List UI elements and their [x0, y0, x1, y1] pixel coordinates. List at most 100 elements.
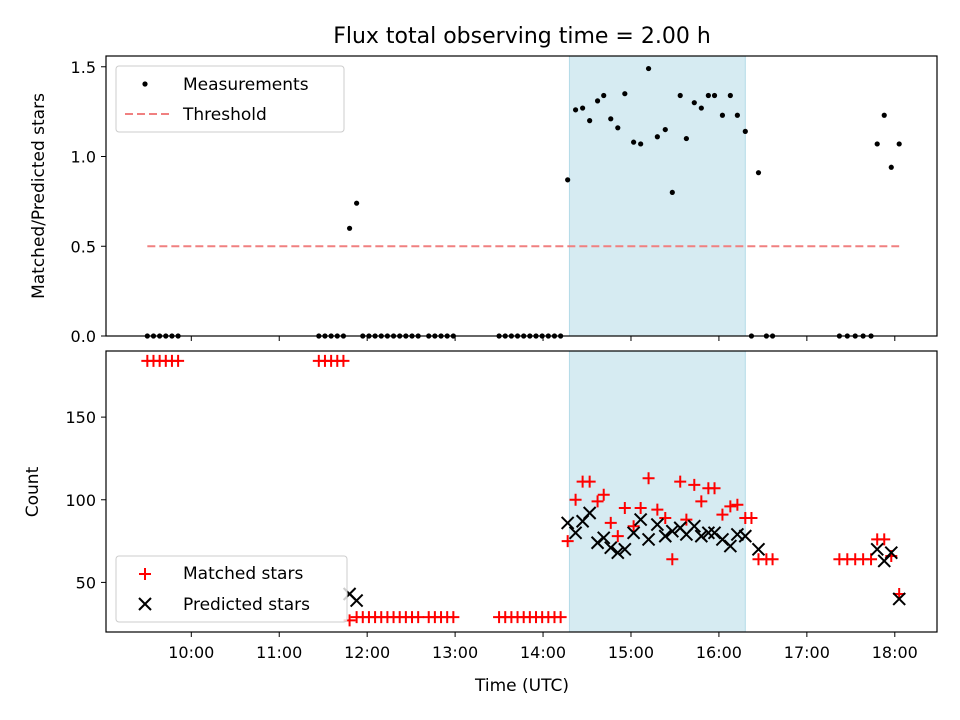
measurement-point [677, 92, 683, 99]
top-panel: 0.0 0.5 1.0 1.5 Matched/Predicted stars Mea… [29, 55, 938, 346]
matched-star-point [666, 553, 679, 566]
bottom-y-ticks: 50 100 150 [65, 408, 106, 592]
bottom-y-tick-label: 150 [65, 408, 96, 427]
matched-star-point [597, 488, 610, 501]
x-axis-label: Time (UTC) [474, 676, 569, 696]
matched-star-point [412, 611, 425, 624]
bottom-legend: Matched stars Predicted stars [115, 555, 348, 623]
predicted-star-point [751, 542, 766, 557]
x-tick-label: 18:00 [872, 643, 918, 662]
matched-star-point [651, 503, 664, 516]
matched-star-point [172, 354, 185, 367]
predicted-star-point [626, 526, 641, 540]
x-tick-label: 14:00 [520, 643, 566, 662]
predicted-star-point [701, 526, 716, 540]
matched-star-point [724, 500, 737, 513]
top-y-axis-label: Matched/Predicted stars [29, 93, 49, 299]
predicted-star-point [723, 539, 738, 553]
legend-matched-label: Matched stars [183, 564, 303, 584]
measurement-point [354, 200, 360, 206]
top-axes-frame [105, 55, 938, 337]
matched-star-point [337, 354, 350, 367]
measurement-point [346, 225, 353, 231]
matched-star-point [716, 508, 729, 521]
top-y-ticks: 0.0 0.5 1.0 1.5 [71, 58, 106, 346]
predicted-star-point [349, 593, 364, 608]
top-x-ticks [190, 336, 896, 341]
legend-threshold-label: Threshold [182, 105, 267, 125]
top-y-tick-label: 0.5 [71, 237, 96, 256]
predicted-star-point [730, 527, 745, 542]
chart-title: Flux total observing time = 2.00 h [333, 24, 711, 49]
measurement-point [572, 107, 579, 113]
bottom-legend-frame [115, 555, 348, 623]
predicted-star-point [687, 519, 702, 533]
measurement-point [888, 164, 894, 170]
predicted-star-point [665, 524, 680, 538]
matched-star-point [766, 553, 779, 566]
measurement-point [719, 112, 726, 118]
matched-star-point [674, 475, 687, 488]
matched-star-point [688, 478, 701, 491]
predicted-star-point [604, 540, 618, 555]
matched-star-point [708, 482, 721, 495]
predicted-star-point [568, 526, 583, 540]
legend-measurements-label: Measurements [183, 75, 309, 95]
predicted-star-point [582, 506, 597, 520]
matched-star-point [659, 511, 672, 524]
matched-stars-series [141, 354, 906, 627]
measurement-point [755, 170, 762, 176]
measurement-point [711, 92, 718, 99]
measurement-point [669, 189, 675, 196]
measurement-point [587, 118, 593, 124]
measurement-point [580, 105, 586, 111]
measurement-point [622, 91, 628, 97]
legend-measurements-marker [142, 81, 148, 87]
x-tick-label: 12:00 [344, 643, 390, 662]
top-shaded-region [568, 55, 746, 337]
predicted-star-point [650, 517, 665, 532]
matched-star-point [627, 520, 640, 533]
x-tick-label: 16:00 [696, 643, 742, 662]
matched-star-point [695, 495, 708, 508]
predicted-star-point [560, 516, 575, 530]
predicted-star-point [641, 532, 656, 547]
measurement-point [742, 128, 748, 134]
measurement-point [691, 100, 697, 106]
measurement-point [608, 116, 614, 122]
matched-star-point [611, 530, 624, 543]
measurement-point [881, 112, 887, 118]
matched-star-point [554, 611, 567, 624]
measurement-point [601, 92, 607, 99]
measurement-point [734, 112, 740, 118]
legend-predicted-marker [138, 597, 152, 611]
x-tick-label: 15:00 [608, 643, 654, 662]
bottom-y-axis-label: Count [23, 466, 43, 517]
predicted-star-point [738, 529, 753, 543]
matched-star-point [680, 513, 693, 526]
predicted-star-point [694, 529, 709, 543]
matched-star-point [618, 502, 631, 515]
measurement-point [631, 139, 637, 145]
measurement-point [874, 141, 880, 147]
measurement-point [654, 134, 660, 140]
x-tick-label: 11:00 [256, 643, 302, 662]
top-y-tick-label: 1.5 [71, 58, 96, 77]
bottom-x-ticks: 10:00 11:00 12:00 13:00 14:00 15:00 16:00 17:00… [168, 632, 918, 662]
matched-star-point [569, 493, 582, 506]
measurement-point [727, 92, 733, 99]
bottom-shaded-region [568, 350, 746, 633]
measurement-point [638, 141, 644, 147]
predicted-star-point [892, 592, 906, 606]
predicted-stars-series [342, 506, 906, 608]
matched-star-point [642, 472, 655, 485]
bottom-y-tick-label: 100 [65, 491, 96, 510]
measurement-point [705, 92, 711, 99]
predicted-star-point [597, 531, 611, 545]
top-legend: Measurements Threshold [115, 65, 345, 133]
predicted-star-point [870, 542, 884, 557]
matched-star-point [731, 498, 744, 511]
measurement-point [896, 141, 902, 147]
measurement-point [662, 126, 668, 133]
